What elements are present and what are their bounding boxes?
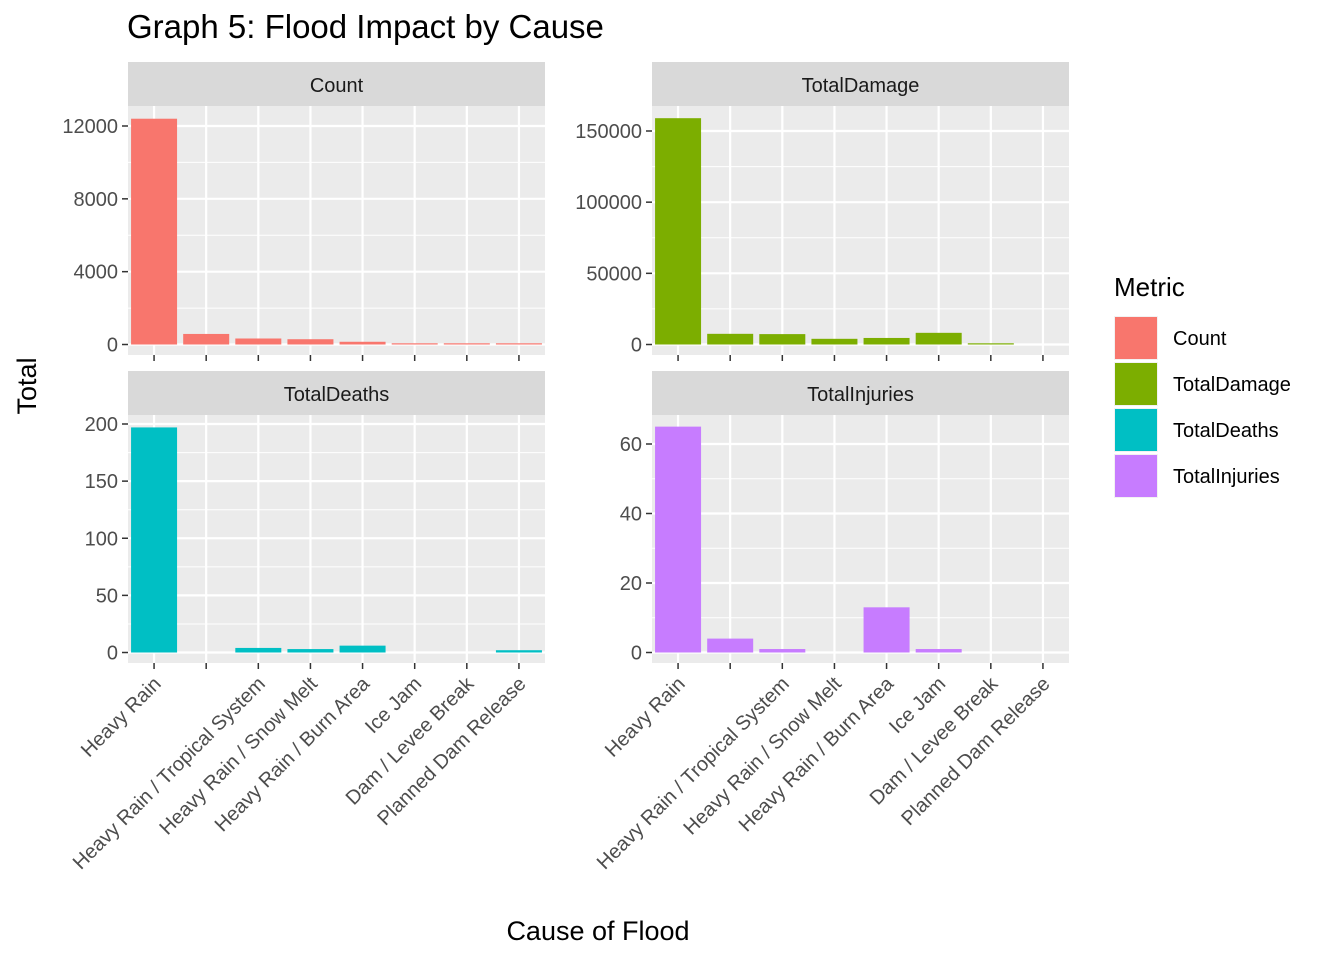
y-axis-title: Total (12, 357, 42, 414)
y-tick-label: 4000 (74, 262, 119, 284)
facet-strip-label: TotalDeaths (284, 384, 390, 406)
plot-background (652, 106, 1069, 355)
bar-count-1 (183, 333, 230, 345)
y-tick-label: 100 (85, 528, 118, 550)
x-tick-label: Heavy Rain / Tropical System (593, 673, 794, 874)
bar-count-2 (235, 338, 282, 345)
facet-strip (652, 371, 1069, 415)
x-tick-label: Heavy Rain (601, 673, 690, 762)
bar-totalinjuries-4 (863, 607, 910, 653)
bar-totaldamage-1 (707, 333, 754, 345)
facet-panels: Count04000800012000TotalDamage0500001000… (62, 62, 1069, 874)
y-tick-label: 8000 (74, 189, 119, 211)
y-tick-label: 0 (107, 335, 118, 357)
bar-count-5 (391, 343, 438, 345)
bar-totaldamage-0 (655, 118, 702, 345)
bar-totaldamage-3 (811, 338, 858, 345)
y-tick-label: 0 (107, 643, 118, 665)
bar-totalinjuries-2 (759, 649, 806, 653)
x-tick-label: Heavy Rain / Tropical System (69, 673, 270, 874)
legend-key-totaldamage (1115, 363, 1157, 405)
y-tick-label: 50 (96, 585, 118, 607)
y-tick-label: 0 (631, 643, 642, 665)
y-tick-label: 60 (620, 434, 642, 456)
bar-totalinjuries-0 (655, 426, 702, 653)
x-tick-label: Heavy Rain (77, 673, 166, 762)
bar-totaldamage-4 (863, 337, 910, 345)
bar-totaldamage-6 (967, 343, 1014, 345)
bar-totaldeaths-3 (287, 649, 334, 653)
facet-strip (128, 371, 545, 415)
y-tick-label: 50000 (586, 263, 642, 285)
bar-count-3 (287, 339, 334, 345)
bar-totaldeaths-0 (131, 427, 178, 653)
y-tick-label: 0 (631, 335, 642, 357)
bar-totalinjuries-1 (707, 638, 754, 653)
bar-totaldamage-5 (915, 332, 962, 345)
y-tick-label: 20 (620, 573, 642, 595)
bar-totaldeaths-2 (235, 647, 282, 653)
chart-title: Graph 5: Flood Impact by Cause (127, 8, 604, 45)
facet-strip (652, 62, 1069, 106)
facet-totaldamage: TotalDamage 0 50000 100000 150000 (575, 62, 1069, 361)
y-tick-label: 200 (85, 414, 118, 436)
legend-key-totaldeaths (1115, 409, 1157, 451)
y-tick-label: 40 (620, 504, 642, 526)
legend-label-totaldeaths: TotalDeaths (1173, 420, 1279, 442)
y-tick-label: 150000 (575, 121, 642, 143)
facet-strip-label: TotalDamage (802, 75, 920, 97)
x-axis-title: Cause of Flood (506, 916, 689, 946)
y-tick-label: 150 (85, 471, 118, 493)
bar-totalinjuries-5 (915, 649, 962, 653)
legend-label-totalinjuries: TotalInjuries (1173, 466, 1280, 488)
y-tick-label: 12000 (62, 116, 118, 138)
y-tick-label: 100000 (575, 192, 642, 214)
bar-count-0 (131, 118, 178, 345)
bar-count-7 (495, 343, 542, 345)
facet-strip (128, 62, 545, 106)
plot-background (652, 415, 1069, 663)
facet-strip-label: Count (310, 75, 364, 97)
facet-count: Count 0 4000 8000 12000 (62, 62, 545, 361)
legend: Metric Count TotalDamage TotalDeaths TotalI… (1114, 272, 1291, 498)
plot-background (128, 106, 545, 355)
legend-label-totaldamage: TotalDamage (1173, 374, 1291, 396)
legend-label-count: Count (1173, 328, 1227, 350)
bar-totaldeaths-4 (339, 645, 386, 653)
legend-key-count (1115, 317, 1157, 359)
bar-count-4 (339, 341, 386, 345)
facet-strip-label: TotalInjuries (807, 384, 914, 406)
bar-count-6 (443, 343, 490, 345)
legend-title: Metric (1114, 272, 1185, 302)
legend-key-totalinjuries (1115, 455, 1157, 497)
bar-totaldamage-2 (759, 334, 806, 345)
bar-totaldeaths-7 (495, 650, 542, 653)
